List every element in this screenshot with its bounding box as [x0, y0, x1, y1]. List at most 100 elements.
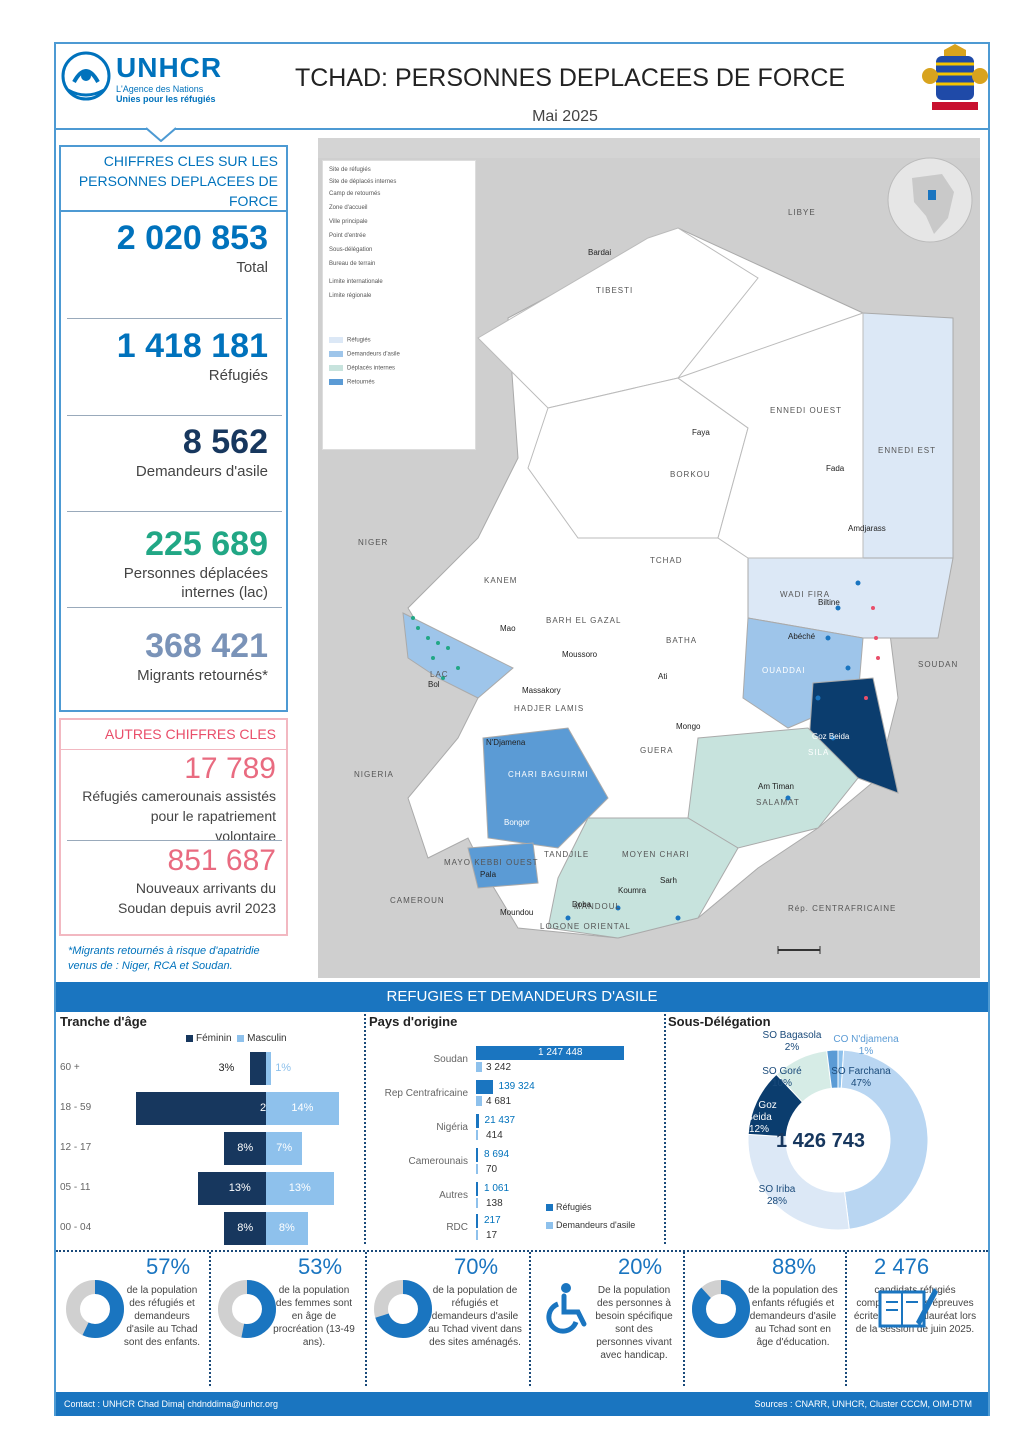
indicator-divider [365, 1252, 367, 1386]
male-bar-label: 1% [275, 1062, 292, 1074]
indicator-value: 2 476 [874, 1254, 930, 1279]
legend-label: Demandeurs d'asile [556, 1220, 636, 1230]
swatch-refugees [546, 1204, 553, 1212]
legend-label: Retournés [347, 379, 375, 386]
slice-pct: 10% [771, 1078, 792, 1089]
title-divider [56, 128, 988, 130]
stat-returnees-label: Migrants retournés* [137, 667, 268, 684]
legend-item: Camp de retournés [329, 191, 381, 197]
legend-label: Déplacés internes [347, 365, 396, 372]
origin-country-label: RDC [446, 1222, 468, 1233]
map-city-ati: Ati [658, 672, 668, 681]
origin-country-label: Nigéria [436, 1122, 468, 1133]
indicator-divider [529, 1252, 531, 1386]
map-region-salamat: SALAMAT [756, 798, 800, 807]
female-bar-label: 3% [218, 1062, 235, 1074]
region-ennedi-ouest [676, 312, 864, 559]
subdelegation-total: 1 426 743 [776, 1130, 865, 1152]
legend-item: Sous-délégation [329, 247, 373, 253]
indicator-divider [845, 1252, 847, 1386]
stat-idp-value: 225 689 [145, 525, 268, 563]
other-figures-heading: AUTRES CHIFFRES CLES [61, 720, 286, 750]
slice-pct: 47% [850, 1078, 871, 1089]
female-bar-label: 8% [237, 1222, 254, 1234]
legend-swatch-asylum: Demandeurs d'asile [329, 351, 400, 358]
returnees-footnote: *Migrants retournés à risque d'apatridie… [68, 945, 260, 972]
map-region-logone-oriental: LOGONE ORIENTAL [540, 922, 631, 931]
map-label-soudan: SOUDAN [918, 660, 959, 669]
refugees-bar [476, 1080, 493, 1094]
map-region-lac: LAC [430, 670, 449, 679]
map-region-ouaddai: OUADDAI [762, 666, 806, 675]
origin-country-label: Rep Centrafricaine [384, 1088, 468, 1099]
map-city-pala: Pala [480, 870, 497, 879]
slice-label-iriba: SO Iriba 28% [750, 1184, 804, 1208]
map-region-wadi-fira: WADI FIRA [780, 590, 831, 599]
map-city-koumra: Koumra [618, 886, 647, 895]
indicator-value: 53% [298, 1254, 343, 1279]
map-city-doba: Doba [572, 900, 592, 909]
ring-fill [692, 1280, 750, 1338]
map-city-goz-beida: Goz Beida [812, 732, 850, 741]
indicator-ring-chart [66, 1280, 124, 1338]
map-city-sarh: Sarh [660, 876, 677, 885]
legend-female-label: Féminin [196, 1033, 232, 1044]
region-chari-baguirmi [482, 727, 609, 849]
map-legend: Site de réfugiés Site de déplacés intern… [322, 160, 476, 450]
swatch [329, 337, 343, 343]
stat-idp: 225 689 Personnes déplacées internes (la… [124, 525, 268, 602]
legend-item: Limite internationale [329, 279, 383, 285]
donut-slice [747, 1133, 850, 1231]
map-label-libye: LIBYE [788, 208, 816, 217]
indicator-ring-chart [374, 1280, 432, 1338]
section-divider [364, 1014, 366, 1244]
stat-sudan-value: 851 687 [167, 844, 276, 877]
map-label-cameroun: CAMEROUN [390, 896, 445, 905]
swatch-male [237, 1034, 245, 1042]
stat-refugees-label: Réfugiés [208, 367, 268, 384]
ring-fill [218, 1280, 276, 1338]
map-city-am-timan: Am Timan [758, 782, 795, 791]
map-region-mayo-kebbi: MAYO KEBBI OUEST [444, 858, 539, 867]
refugee-sites [565, 580, 861, 921]
legend-item: Site de réfugiés [329, 167, 371, 173]
origin-legend-refugees: Réfugiés [546, 1202, 592, 1212]
stat-cameroon-label-1: Réfugiés camerounais assistés [82, 788, 276, 804]
ring-fill [374, 1280, 432, 1338]
stat-returnees-value: 368 421 [145, 627, 268, 665]
legend-item: Ville principale [329, 219, 368, 225]
indicator-value: 20% [618, 1254, 663, 1279]
indicator-value: 88% [772, 1254, 817, 1279]
entry-points [864, 606, 880, 700]
map-region-chari-baguirmi: CHARI BAGUIRMI [508, 770, 589, 779]
refugees-value: 21 437 [484, 1115, 516, 1126]
male-bar [266, 1172, 334, 1205]
slice-pct: 1% [858, 1046, 874, 1057]
refugees-value: 139 324 [498, 1081, 535, 1092]
asylum-bar [476, 1062, 482, 1072]
age-heading: Tranche d'âge [60, 1014, 147, 1029]
female-bar [250, 1052, 266, 1085]
legend-item: Site de déplacés internes [329, 179, 397, 185]
legend-label: Réfugiés [556, 1202, 592, 1212]
age-group-label: 12 - 17 [60, 1142, 92, 1153]
subdelegation-heading: Sous-Délégation [668, 1014, 771, 1029]
section-band: REFUGIES ET DEMANDEURS D'ASILE [56, 982, 988, 1012]
stat-total-value: 2 020 853 [116, 219, 268, 257]
chad-map-shapes [318, 138, 980, 939]
legend-swatch-idp: Déplacés internes [329, 365, 395, 372]
legend-swatch-refugees: Réfugiés [329, 337, 371, 344]
divider [67, 318, 282, 319]
male-bar [266, 1092, 339, 1125]
indicator-description: de la population des enfants réfugiés et… [748, 1285, 838, 1348]
stat-refugees-value: 1 418 181 [116, 327, 268, 365]
stat-asylum-value: 8 562 [182, 423, 268, 461]
map-region-sila: SILA [808, 748, 830, 757]
indicator-description: de la population des réfugiés et demande… [123, 1285, 201, 1348]
map-region-hadjer-lamis: HADJER LAMIS [514, 704, 585, 713]
stat-idp-label-2: internes (lac) [181, 584, 268, 601]
age-group-label: 00 - 04 [60, 1222, 92, 1233]
region-lac [402, 612, 514, 699]
stat-cameroon-value: 17 789 [184, 752, 276, 785]
stat-refugees: 1 418 181 Réfugiés [117, 327, 268, 385]
